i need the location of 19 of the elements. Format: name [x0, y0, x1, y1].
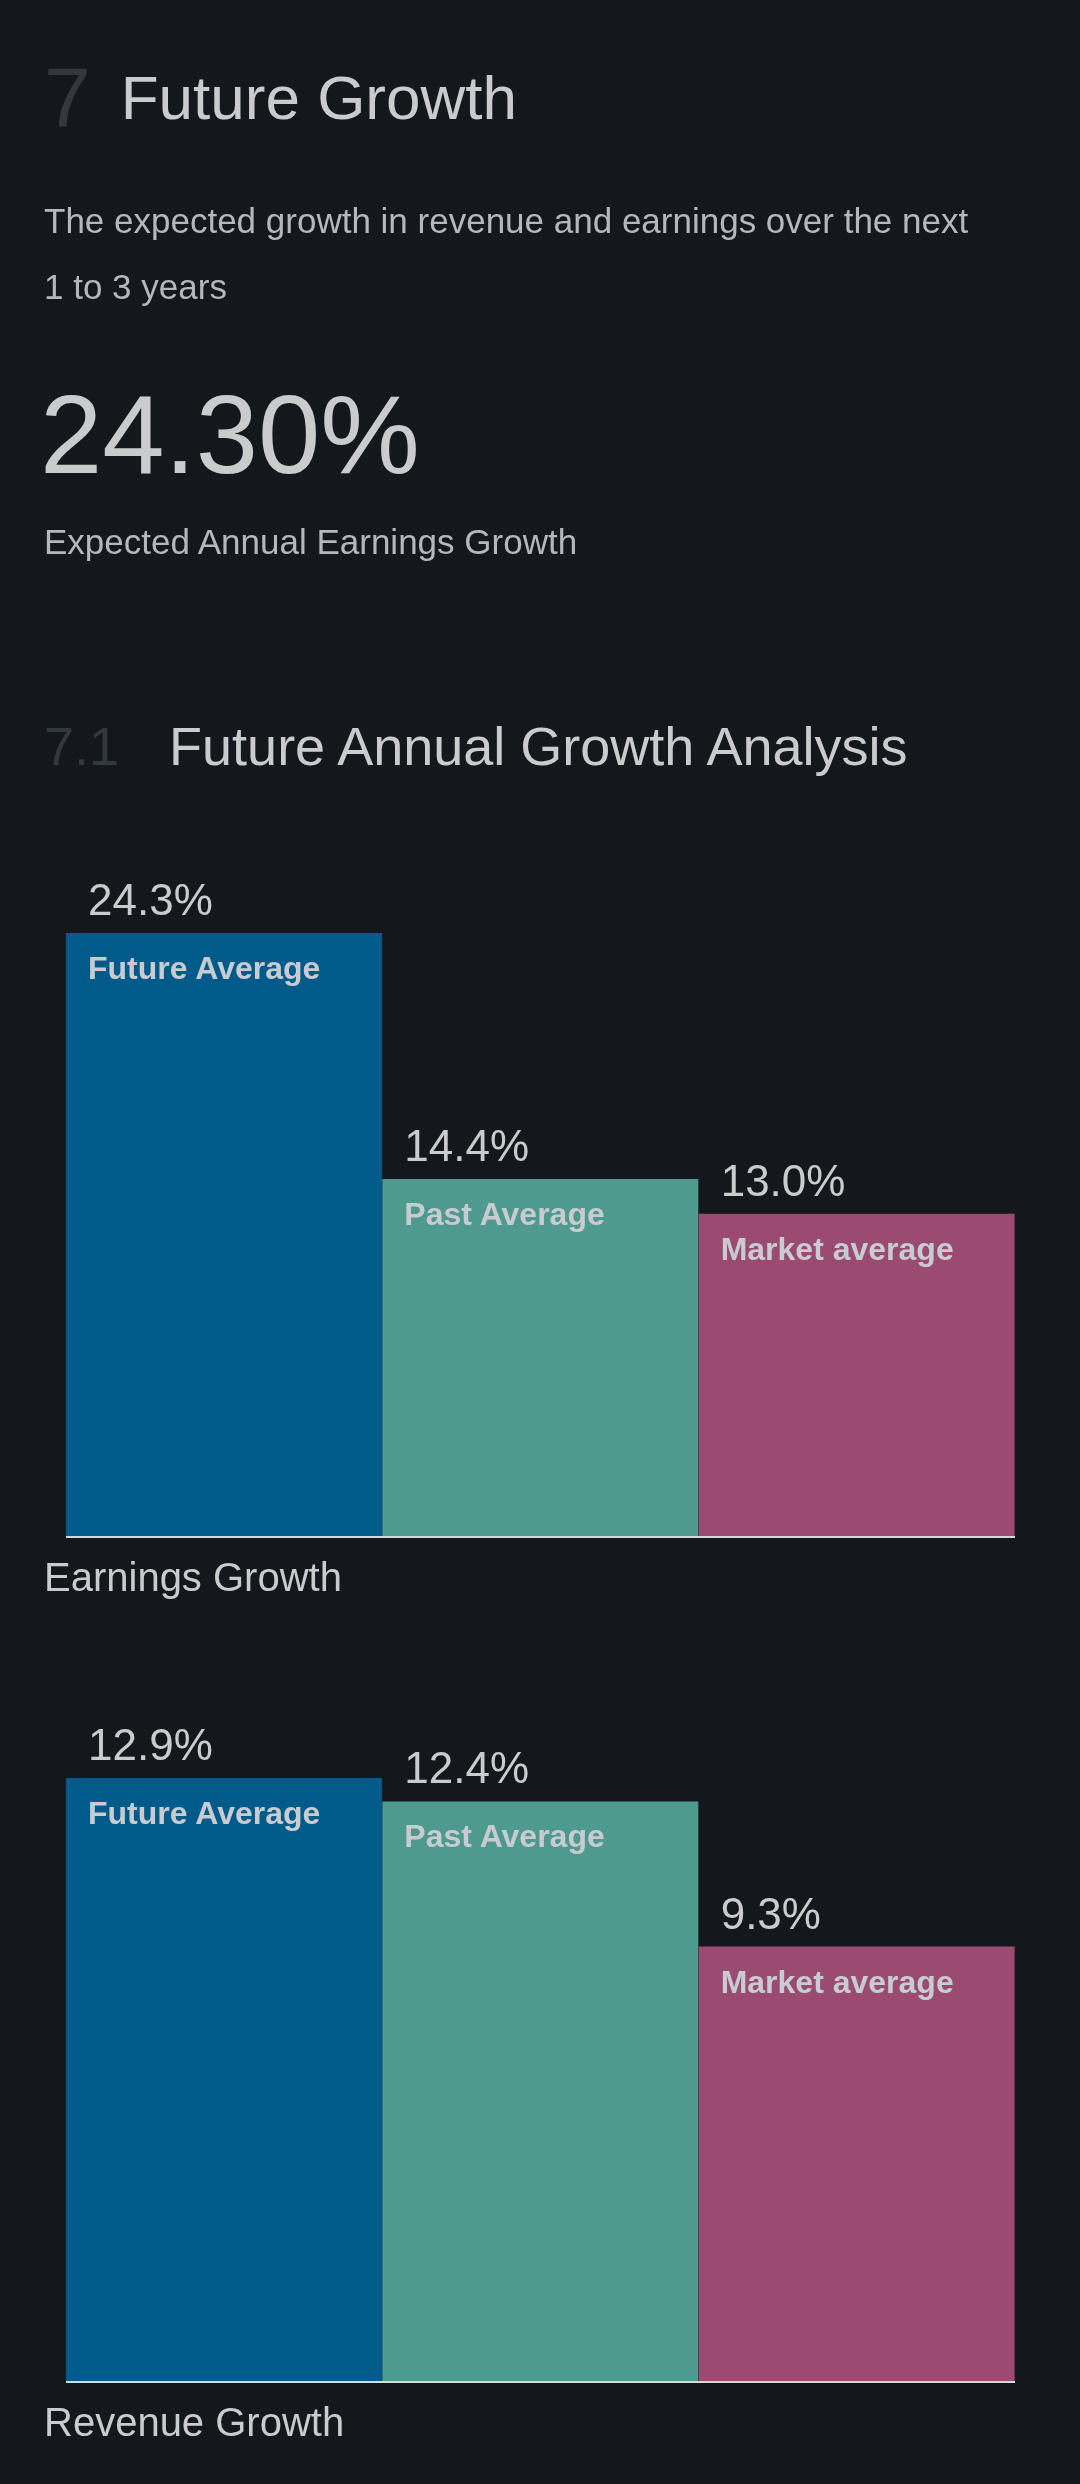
chart-subtitle: The expected growth in revenue and earnings over the next 1 to 3 years	[44, 200, 970, 308]
x-tick-label: Past Average	[404, 1196, 605, 1233]
text: Future Annual Growth Analysis	[169, 715, 908, 777]
data-label: 14.4%	[404, 1121, 530, 1171]
x-tick-label: Future Average	[88, 1795, 321, 1831]
data-label: 12.4%	[404, 1743, 530, 1793]
chart-title: Future Growth	[120, 61, 517, 133]
x-axis-title: Earnings Growth	[43, 1554, 343, 1601]
text: Expected Annual Earnings Growth	[44, 522, 578, 562]
x-tick-label: Future Average	[88, 950, 321, 986]
text: 24.30%	[40, 371, 420, 499]
data-label: 24.3%	[88, 875, 213, 924]
data-label: 9.3%	[720, 1888, 821, 1938]
x-tick-label: Market average	[720, 1230, 954, 1267]
data-label: 13.0%	[720, 1155, 846, 1205]
x-tick-label: Market average	[720, 1963, 954, 2000]
data-label: 12.9%	[88, 1720, 213, 1769]
x-axis-title: Revenue Growth	[43, 2399, 346, 2446]
x-tick-label: Past Average	[404, 1818, 605, 1855]
